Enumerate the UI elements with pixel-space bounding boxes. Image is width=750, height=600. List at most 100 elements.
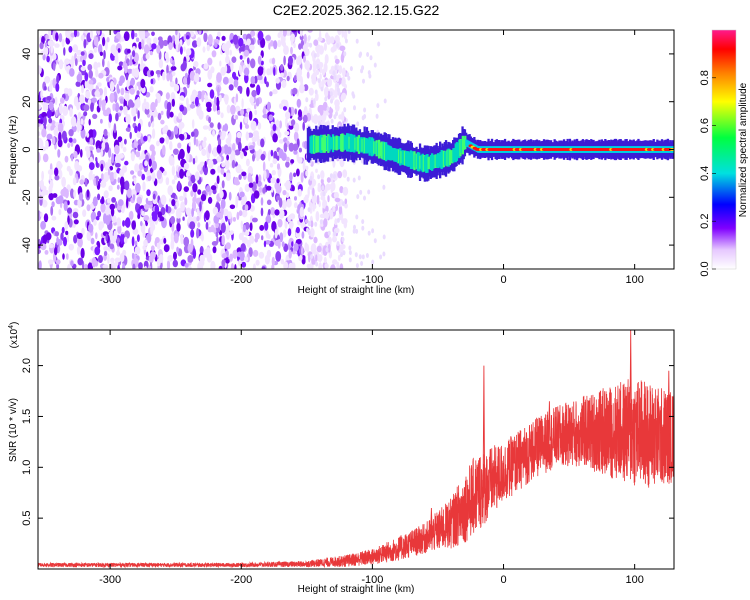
spectrogram-noise-blob: [46, 55, 50, 63]
spectrogram-noise-blob: [217, 31, 221, 37]
spectrogram-noise-blob: [104, 161, 109, 171]
spectrogram-noise-blob: [54, 231, 60, 237]
spectrogram-noise-blob: [122, 263, 126, 269]
spectrogram-noise-blob: [248, 247, 253, 258]
spectrogram-noise-blob: [171, 35, 176, 43]
spectrogram-noise-blob: [116, 217, 122, 227]
spectrogram-band-core: [316, 136, 319, 152]
spectrogram-noise-blob: [234, 264, 237, 269]
spectrogram-noise-blob: [134, 84, 138, 92]
spectrogram-noise-blob: [260, 207, 264, 217]
spectrogram-noise-blob: [105, 215, 111, 226]
spectrogram-band-core: [465, 139, 468, 147]
spectrogram-noise-blob: [38, 248, 41, 255]
spectrogram-noise-blob: [100, 179, 107, 188]
spectrogram-noise-blob: [316, 245, 322, 253]
spectrogram-noise-blob: [202, 165, 206, 173]
spectrogram-speckle: [329, 91, 333, 97]
spectrogram-noise-blob: [288, 221, 294, 229]
spectrogram-noise-blob: [195, 155, 198, 163]
spectrogram-band-core: [455, 142, 459, 161]
spectrogram-band-core: [462, 137, 466, 150]
spectrogram-noise-blob: [65, 253, 69, 260]
spectrogram-noise-blob: [112, 49, 119, 57]
spectrogram-noise-blob: [308, 87, 314, 96]
spectrogram-noise-blob: [261, 266, 266, 269]
spectrogram-noise-blob: [183, 236, 190, 247]
spectrogram-noise-blob: [212, 103, 217, 112]
spectrogram-noise-blob: [183, 132, 188, 140]
spectrogram-noise-blob: [38, 131, 41, 137]
spectrogram-noise-blob: [50, 206, 54, 216]
spectrogram-band-core: [379, 143, 382, 157]
spectrogram-noise-blob: [198, 30, 202, 35]
spectrogram-noise-blob: [119, 105, 124, 111]
snr-xlabel: Height of straight line (km): [298, 584, 415, 595]
spectrogram-noise-blob: [54, 43, 60, 48]
spectrogram-noise-blob: [307, 186, 310, 197]
spectrogram-noise-blob: [151, 43, 157, 50]
spectrogram-noise-blob: [240, 151, 244, 160]
spectrogram-noise-blob: [176, 246, 180, 253]
spectrogram-band-core: [331, 134, 335, 153]
spectrogram-noise-blob: [160, 194, 167, 205]
spectrogram-band-core: [426, 154, 429, 173]
spectrogram-noise-blob: [174, 36, 180, 47]
spectrogram-noise-blob: [77, 257, 84, 266]
spectrogram-noise-blob: [60, 232, 64, 242]
spectrogram-noise-blob: [101, 99, 107, 107]
spectrogram-noise-blob: [98, 72, 104, 79]
spectrogram-noise-blob: [93, 36, 97, 46]
spectrogram-noise-blob: [99, 51, 103, 56]
spectrogram-noise-blob: [43, 116, 47, 126]
spectrogram-noise-blob: [138, 83, 142, 91]
spectrogram-noise-blob: [298, 109, 302, 118]
spectrogram-speckle: [379, 254, 383, 260]
spectrogram-noise-blob: [291, 241, 294, 247]
spectrogram-noise-blob: [138, 155, 143, 160]
spectrogram-noise-blob: [333, 191, 339, 199]
spectrogram-noise-blob: [164, 52, 169, 60]
spectrogram-speckle: [340, 252, 343, 258]
spectrogram-noise-blob: [185, 48, 192, 56]
spectrogram-noise-blob: [144, 265, 147, 269]
spectrogram-band-core: [388, 145, 391, 161]
spectrogram-noise-blob: [162, 71, 166, 81]
spectrogram-speckle: [373, 238, 377, 244]
spectrogram-noise-blob: [165, 177, 170, 186]
spectrogram-speckle: [360, 261, 364, 266]
spectrogram-noise-blob: [315, 211, 320, 222]
spectrogram-noise-blob: [192, 157, 196, 165]
spectrogram-band-core: [351, 135, 355, 152]
spectrogram-noise-blob: [167, 185, 173, 196]
spectrogram-noise-blob: [254, 237, 258, 243]
spectrogram-noise-blob: [90, 237, 95, 245]
spectrogram-noise-blob: [93, 46, 98, 53]
snr-peak-spike: [430, 507, 433, 535]
spectrogram-band-core: [431, 153, 434, 171]
spectrogram-noise-blob: [217, 86, 220, 97]
spectrogram-noise-blob: [201, 148, 207, 156]
spectrogram-noise-blob: [303, 33, 307, 44]
spectrogram-noise-blob: [246, 38, 252, 46]
snr-scale-label: (x104): [8, 322, 20, 349]
spectrogram-noise-blob: [304, 60, 311, 71]
spectrogram-noise-blob: [209, 89, 215, 99]
spectrogram-noise-blob: [95, 175, 99, 186]
spectrogram-speckle: [326, 106, 330, 112]
spectrogram-noise-blob: [116, 83, 120, 93]
spectrogram-noise-blob: [98, 44, 103, 54]
spectrogram-noise-blob: [72, 177, 77, 186]
spectrogram-noise-blob: [80, 128, 86, 139]
spectrogram-noise-blob: [260, 60, 264, 66]
spectrogram-band-core: [322, 134, 325, 153]
spectrogram-noise-blob: [314, 93, 319, 101]
spectrogram-noise-blob: [76, 246, 81, 255]
spectrogram-noise-blob: [327, 78, 333, 87]
spectrogram-noise-blob: [279, 30, 283, 36]
spectrogram-band-core: [445, 150, 448, 166]
spectrogram-band-core: [341, 133, 344, 152]
spectrogram-noise-blob: [157, 36, 163, 42]
spectrogram-ylabel: Frequency (Hz): [8, 116, 19, 185]
spectrogram-noise-blob: [102, 264, 109, 269]
